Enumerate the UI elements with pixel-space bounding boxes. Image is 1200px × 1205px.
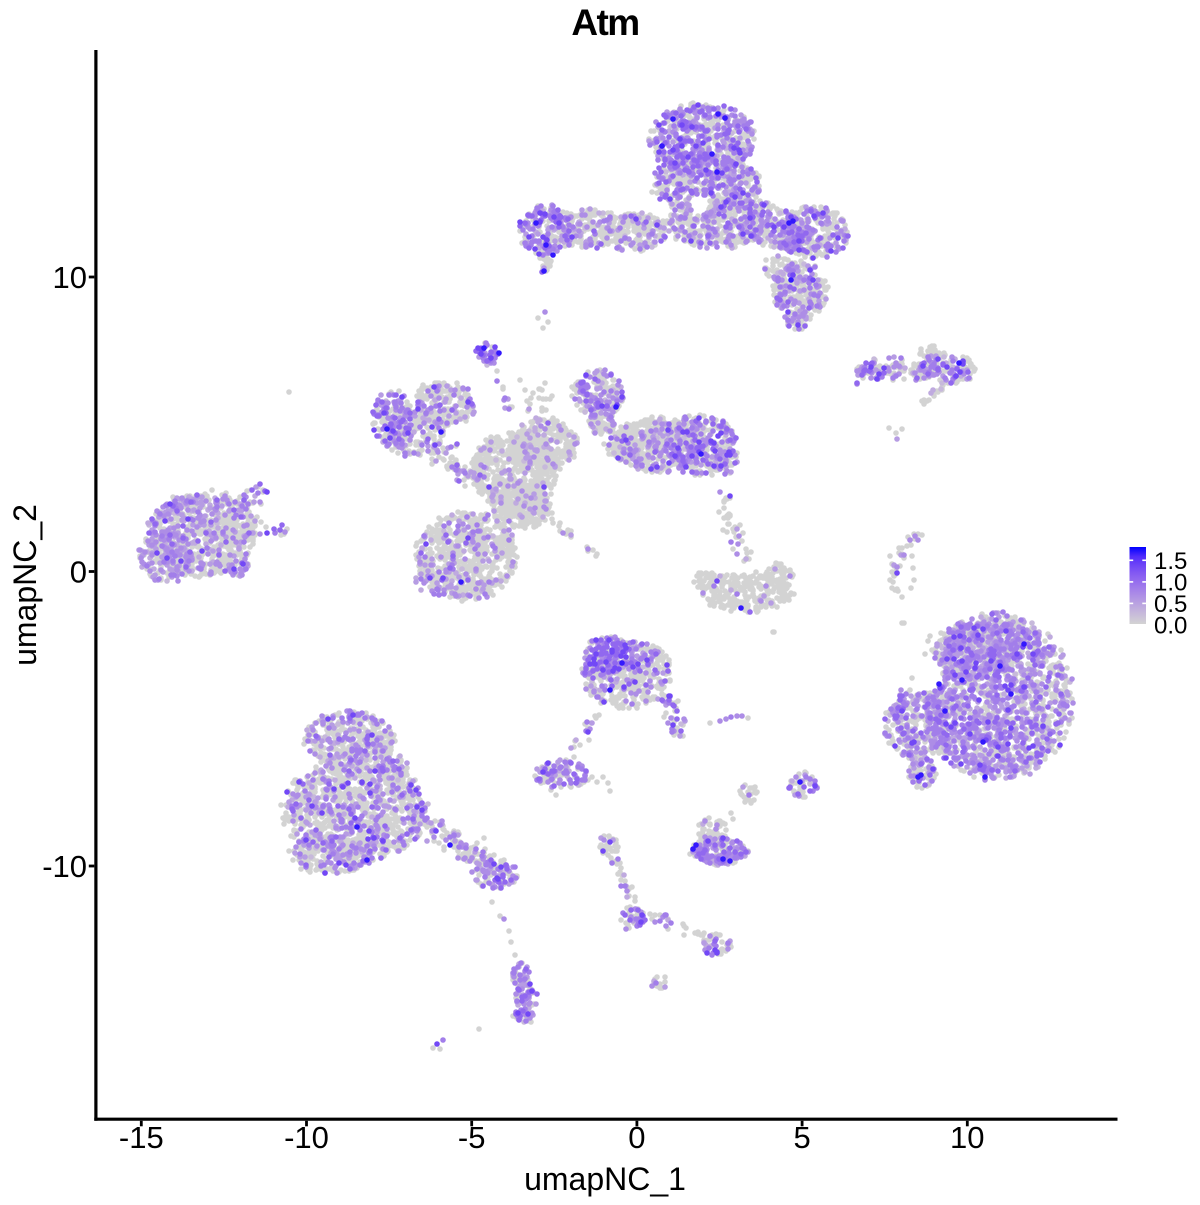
svg-text:0.0: 0.0 [1154, 613, 1187, 640]
svg-text:-15: -15 [119, 1120, 164, 1155]
svg-text:0: 0 [628, 1120, 645, 1155]
svg-text:-5: -5 [458, 1120, 486, 1155]
svg-text:5: 5 [793, 1120, 810, 1155]
svg-text:-10: -10 [42, 849, 87, 884]
svg-text:10: 10 [950, 1120, 984, 1155]
svg-text:1.0: 1.0 [1154, 570, 1187, 597]
svg-text:10: 10 [53, 260, 87, 295]
svg-text:0: 0 [70, 555, 87, 590]
svg-text:0.5: 0.5 [1154, 591, 1187, 618]
svg-text:Atm: Atm [571, 2, 638, 43]
svg-text:-10: -10 [284, 1120, 329, 1155]
svg-text:umapNC_1: umapNC_1 [524, 1161, 686, 1197]
svg-text:umapNC_2: umapNC_2 [7, 504, 43, 666]
svg-text:1.5: 1.5 [1154, 548, 1187, 575]
